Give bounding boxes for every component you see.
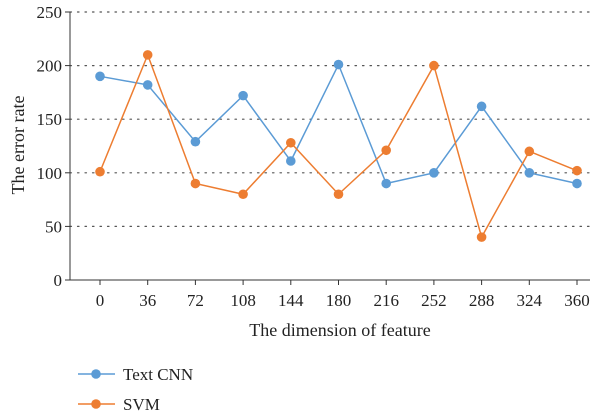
x-tick-label: 72: [187, 291, 204, 310]
data-point: [476, 232, 487, 242]
data-point: [286, 156, 296, 166]
data-point: [238, 90, 248, 101]
data-point: [429, 60, 439, 71]
data-point: [381, 178, 392, 189]
x-tick-label: 324: [517, 291, 543, 310]
y-tick-label: 0: [54, 271, 63, 290]
data-point: [95, 166, 105, 177]
x-tick-label: 288: [469, 291, 495, 310]
x-tick-label: 360: [564, 291, 590, 310]
legend: Text CNN SVM: [78, 365, 193, 414]
data-point: [429, 168, 439, 178]
x-tick-label: 36: [139, 291, 156, 310]
data-point: [238, 189, 248, 200]
y-tick-label: 50: [45, 217, 62, 236]
y-tick-label: 250: [37, 3, 63, 22]
grid-lines: [69, 11, 591, 227]
x-tick-label: 108: [230, 291, 256, 310]
x-tick-label: 252: [421, 291, 447, 310]
series-line-1: [99, 62, 578, 185]
data-point: [524, 168, 535, 178]
x-tick-label: 0: [96, 291, 105, 310]
x-tick-label: 216: [373, 291, 399, 310]
x-axis-title: The dimension of feature: [249, 320, 430, 340]
x-tick-labels: 0 36 72 108 144 180 216 252 288 324 360: [96, 291, 590, 310]
data-point: [286, 137, 296, 148]
data-point: [524, 146, 535, 157]
legend-marker: [91, 369, 101, 379]
data-point: [572, 178, 582, 189]
data-point: [190, 136, 201, 147]
data-point: [142, 80, 153, 90]
data-point: [142, 50, 153, 60]
y-tick-label: 100: [37, 164, 63, 183]
data-point: [476, 101, 487, 112]
data-point: [333, 59, 344, 70]
data-point: [95, 71, 105, 82]
x-tick-label: 180: [326, 291, 352, 310]
data-point: [381, 145, 392, 156]
data-point: [333, 189, 344, 200]
series-group: [95, 50, 582, 242]
y-tick-labels: 0 50 100 150 200 250: [37, 3, 63, 290]
y-tick-label: 200: [37, 57, 63, 76]
series-line-2: [99, 52, 578, 240]
legend-label: Text CNN: [123, 365, 193, 384]
axes: [65, 11, 590, 285]
x-tick-label: 144: [278, 291, 304, 310]
data-point: [190, 178, 201, 189]
legend-marker: [91, 399, 101, 409]
y-tick-label: 150: [37, 110, 63, 129]
legend-label: SVM: [123, 395, 160, 414]
data-point: [572, 165, 582, 176]
y-axis-title: The error rate: [8, 96, 28, 195]
